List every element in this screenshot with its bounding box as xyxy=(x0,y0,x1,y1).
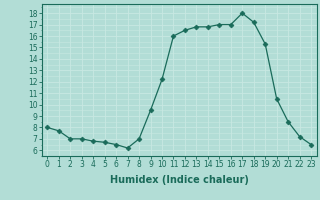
X-axis label: Humidex (Indice chaleur): Humidex (Indice chaleur) xyxy=(110,175,249,185)
